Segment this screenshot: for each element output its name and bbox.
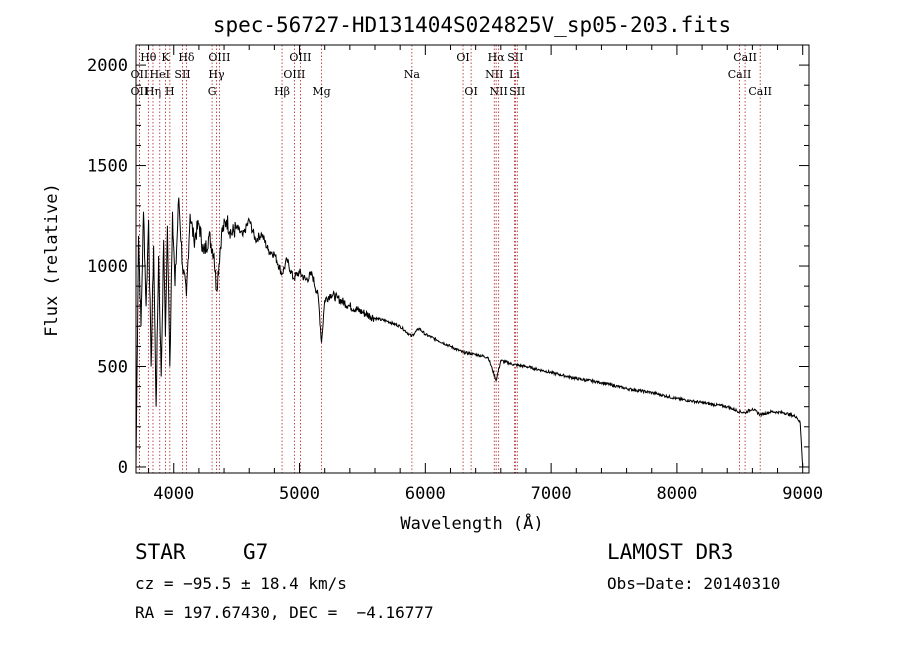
spectral-line-label-10: Hγ [208,68,225,81]
x-tick-label-2: 6000 [405,484,446,504]
spectral-line-label-22: Li [509,68,520,81]
spectral-line-label-9: G [208,85,217,98]
plot-frame [135,44,810,474]
spectral-line-label-27: CaII [748,85,772,98]
x-tick-label-0: 4000 [153,484,194,504]
spectral-line-label-20: Hα [488,51,506,64]
x-tick-label-3: 7000 [531,484,572,504]
y-tick-label-0: 0 [118,458,128,478]
spectral-line-label-12: Hβ [274,85,290,98]
y-tick-label-4: 2000 [87,56,128,76]
chart-title: spec-56727-HD131404S024825V_sp05-203.fit… [213,13,731,37]
x-tick-label-1: 5000 [279,484,320,504]
spectral-line-label-26: CaII [733,51,757,64]
spectral-line-label-4: HeI [150,68,170,81]
survey-name: LAMOST DR3 [607,540,734,564]
spectral-line-label-11: OIII [208,51,230,64]
spectral-line-label-17: OI [456,51,469,64]
spectral-line-markers: OIIOIIHθHηHeIKHSIIHδGHγOIIIHβOIIIOIIIMgN… [131,45,772,473]
spectral-line-label-21: NII [490,85,508,98]
spectral-line-label-8: Hδ [178,51,195,64]
spectral-line-label-5: K [161,51,170,64]
spectral-line-label-7: SII [174,68,190,81]
observation-date: Obs−Date: 20140310 [607,574,781,593]
axes: 4000 5000 6000 7000 8000 9000 0 500 1000 1500 2000 [87,45,823,504]
x-tick-label-4: 8000 [656,484,697,504]
y-tick-label-1: 500 [97,358,128,378]
spectral-line-label-19: NII [485,68,503,81]
y-tick-label-3: 1500 [87,157,128,177]
spectral-line-label-3: Hη [145,85,161,98]
spectral-line-label-23: SII [507,51,523,64]
x-axis-label: Wavelength (Å) [400,512,543,534]
spectral-line-label-16: Na [404,68,421,81]
spectral-line-label-24: SII [509,85,525,98]
spectral-line-label-1: OII [131,85,149,98]
object-class: STAR [135,540,186,564]
spectral-line-label-2: Hθ [140,51,157,64]
spectral-line-label-6: H [165,85,175,98]
object-subclass: G7 [243,540,269,564]
spectrum-series [135,197,804,468]
coordinates: RA = 197.67430, DEC = −4.16777 [135,603,434,622]
spectral-line-label-14: OIII [289,51,311,64]
x-tick-label-5: 9000 [782,484,823,504]
spectral-line-label-18: OI [464,85,477,98]
redshift-velocity: cz = −95.5 ± 18.4 km/s [135,574,347,593]
spectral-line-label-13: OIII [283,68,305,81]
y-tick-label-2: 1000 [87,257,128,277]
spectral-line-label-15: Mg [312,85,330,98]
spectral-line-label-25: CaII [728,68,752,81]
spectrum-line [135,197,804,468]
y-axis-label: Flux (relative) [42,183,62,337]
